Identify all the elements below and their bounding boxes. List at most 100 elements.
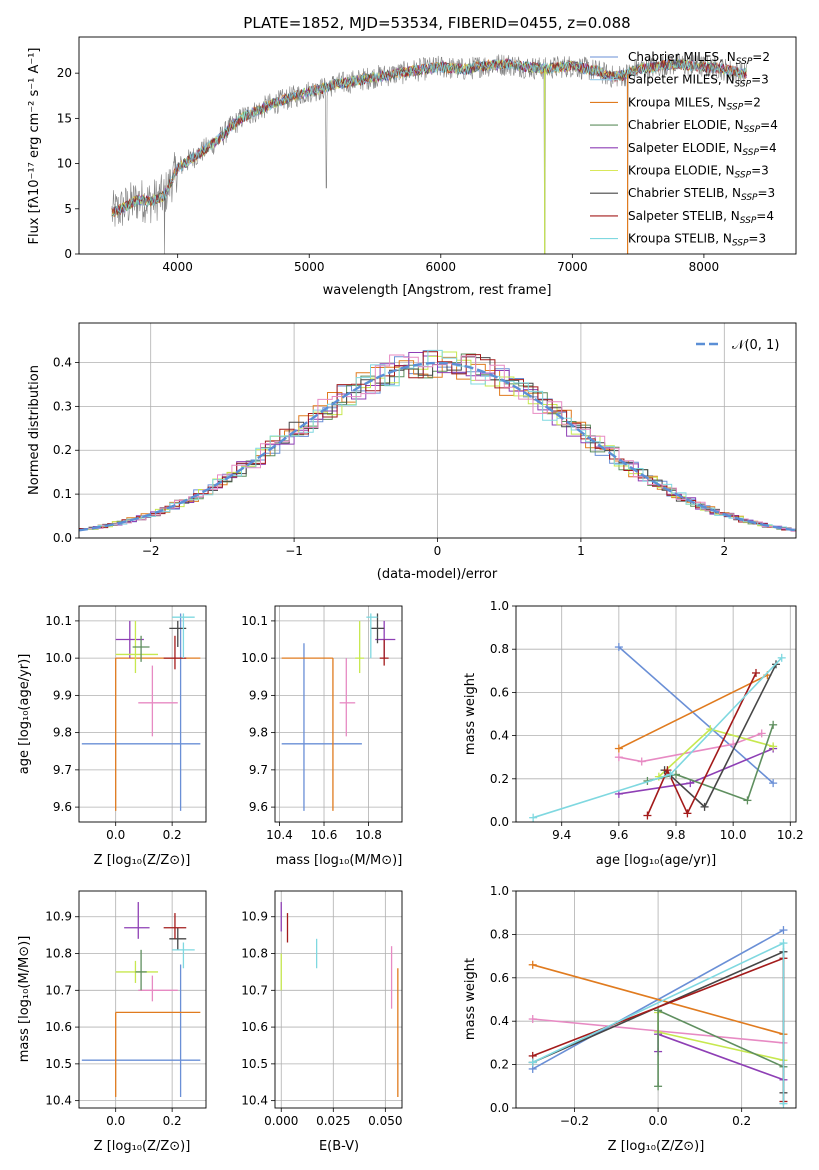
y-tick-label: 5: [64, 202, 72, 216]
model-spectrum-line: [111, 59, 747, 217]
legend-label-base: Chabrier STELIB, N: [628, 186, 741, 200]
plot-area: [81, 613, 201, 811]
y-tick-label: 9.8: [53, 726, 72, 740]
plot-area: [528, 926, 788, 1108]
legend-label: Salpeter MILES, NSSP=3: [628, 73, 769, 90]
legend-label-sub: SSP: [744, 125, 761, 135]
legend-label-sub: SSP: [741, 193, 758, 203]
x-tick-label: 0.0: [649, 1114, 668, 1128]
legend-label: Salpeter STELIB, NSSP=4: [628, 209, 774, 226]
plot-area: [111, 52, 748, 254]
y-tick-label: 10.4: [45, 1094, 72, 1108]
y-axis-label: Flux [fλ10⁻¹⁷ erg cm⁻² s⁻¹ A⁻¹]: [27, 48, 42, 245]
x-tick-label: 5000: [294, 260, 325, 274]
legend-label-suffix: =4: [756, 209, 774, 223]
y-tick-label: 10.5: [241, 1057, 268, 1071]
y-tick-label: 0.4: [490, 1014, 509, 1028]
x-axis-label: Z [log₁₀(Z/Z⊙)]: [94, 853, 191, 868]
y-tick-label: 10.9: [241, 910, 268, 924]
y-tick-label: 0.2: [490, 1058, 509, 1072]
x-tick-label: 10.0: [720, 828, 747, 842]
axes-frame: [78, 322, 797, 539]
histogram-step-line: [79, 351, 796, 531]
model-spectrum-line: [111, 59, 747, 216]
x-axis-label: Z [log₁₀(Z/Z⊙)]: [608, 1139, 705, 1154]
y-tick-label: 0.2: [490, 772, 509, 786]
y-tick-label: 10.0: [45, 651, 72, 665]
y-tick-label: 10.0: [241, 651, 268, 665]
x-tick-label: 1: [577, 544, 585, 558]
x-tick-label: 9.6: [609, 828, 628, 842]
y-tick-label: 0.3: [53, 399, 72, 413]
legend-label-sub: SSP: [740, 216, 757, 226]
histogram-step-line: [88, 356, 796, 531]
y-tick-label: 9.9: [249, 688, 268, 702]
x-axis-label: age [log₁₀(age/yr)]: [596, 853, 717, 868]
figure-title: PLATE=1852, MJD=53534, FIBERID=0455, z=0…: [243, 14, 630, 32]
plot-area: [281, 613, 396, 811]
normal-curve-line: [79, 361, 796, 532]
y-tick-label: 10.6: [241, 1020, 268, 1034]
y-tick-label: 10.1: [45, 614, 72, 628]
legend-label-suffix: =2: [743, 95, 761, 109]
weight-series-line: [618, 646, 774, 784]
legend-label-suffix: =4: [760, 118, 778, 132]
y-tick-label: 10.1: [241, 614, 268, 628]
y-tick-label: 0.0: [490, 1101, 509, 1115]
y-tick-label: 9.6: [249, 800, 268, 814]
x-tick-label: 0.2: [163, 828, 182, 842]
y-tick-label: 0.6: [490, 971, 509, 985]
weight-series-line: [618, 747, 774, 795]
legend-label: Chabrier ELODIE, NSSP=4: [628, 118, 778, 135]
axes-frame: [274, 605, 403, 823]
x-tick-label: 0.050: [368, 1114, 402, 1128]
axes-frame: [274, 890, 403, 1109]
y-tick-label: 0.8: [490, 927, 509, 941]
y-tick-label: 9.9: [53, 688, 72, 702]
plot-area: [280, 902, 399, 1097]
legend-label: Salpeter ELODIE, NSSP=4: [628, 141, 777, 158]
x-tick-label: 10.6: [311, 828, 338, 842]
y-tick-label: 10.5: [45, 1057, 72, 1071]
y-tick-label: 9.7: [249, 763, 268, 777]
y-tick-label: 0.0: [490, 815, 509, 829]
legend-label-sub: SSP: [727, 102, 744, 112]
axes-frame: [515, 890, 797, 1109]
x-tick-label: −2: [142, 544, 160, 558]
residual-histogram-panel: −2 −1 0 1 2 0.0 0.1 0.2 0.3 0.4 𝒩(0, 1) (data-model…: [27, 322, 797, 582]
legend-label-sub: SSP: [735, 171, 752, 181]
x-tick-label: 0.000: [264, 1114, 298, 1128]
mass-vs-z-panel: 0.0 0.2 10.4 10.5 10.6 10.7 10.8 10.9 Z [log₁₀(Z…: [17, 890, 207, 1154]
legend-label-sub: SSP: [736, 57, 753, 67]
y-axis-label: mass [log₁₀(M/M⊙)]: [17, 936, 32, 1063]
y-tick-label: 0.8: [490, 642, 509, 656]
x-tick-label: 2: [720, 544, 728, 558]
legend-label-suffix: =4: [759, 141, 777, 155]
legend-label-base: Kroupa ELODIE, N: [628, 164, 735, 178]
weight-vs-age-panel: 9.4 9.6 9.8 10.0 10.2 0.0 0.2 0.4 0.6 0.8 1.0 age […: [463, 599, 804, 868]
y-tick-label: 10.8: [241, 947, 268, 961]
x-axis-label: Z [log₁₀(Z/Z⊙)]: [94, 1139, 191, 1154]
x-tick-label: 0.025: [316, 1114, 350, 1128]
spectrum-panel: 4000 5000 6000 7000 8000 0 5 10 15 20 wavelength […: [27, 36, 797, 298]
x-tick-label: 10.4: [266, 828, 293, 842]
y-tick-label: 9.7: [53, 763, 72, 777]
x-tick-label: 7000: [557, 260, 588, 274]
x-axis-label: wavelength [Angstrom, rest frame]: [323, 283, 552, 298]
weight-series-line: [646, 672, 757, 816]
histogram-step-line: [88, 354, 796, 532]
legend-label-suffix: =3: [751, 73, 769, 87]
legend-label-sub: SSP: [735, 80, 752, 90]
legend-label: Kroupa MILES, NSSP=2: [628, 95, 761, 112]
y-tick-label: 1.0: [490, 599, 509, 613]
x-tick-label: 4000: [162, 260, 193, 274]
y-tick-label: 10.7: [241, 983, 268, 997]
y-tick-label: 9.6: [53, 800, 72, 814]
y-tick-label: 0.4: [53, 355, 72, 369]
y-tick-label: 10.7: [45, 983, 72, 997]
legend-label-suffix: =3: [748, 232, 766, 246]
legend-label-base: Chabrier MILES, N: [628, 50, 736, 64]
legend-label-suffix: =3: [758, 186, 776, 200]
axes-frame: [78, 890, 207, 1109]
